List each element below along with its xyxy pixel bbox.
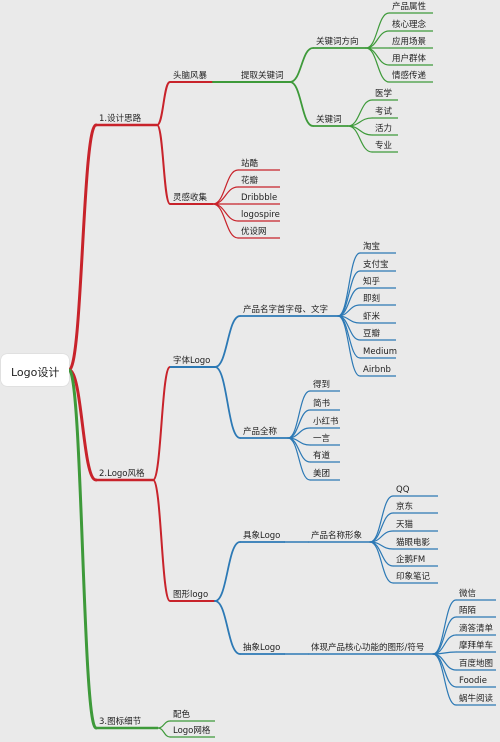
direction-node[interactable]: 关键词方向 — [316, 37, 359, 47]
symbol-item[interactable]: 摩拜单车 — [459, 641, 494, 651]
root-node[interactable] — [1, 354, 69, 386]
direction-connector — [365, 30, 390, 49]
fullname-item[interactable]: 得到 — [313, 380, 331, 390]
symbol-item[interactable]: 蜗牛阅读 — [459, 694, 494, 704]
symbol-connector — [432, 599, 457, 655]
fullname-item[interactable]: 美团 — [313, 469, 331, 479]
initials-node[interactable]: 产品名字首字母、文字 — [243, 305, 329, 315]
symbol-item[interactable]: 微信 — [459, 589, 477, 599]
inspiration-item[interactable]: 花瓣 — [241, 176, 259, 186]
direction-connector — [365, 47, 390, 83]
inspiration-node[interactable]: 灵感收集 — [173, 193, 208, 203]
root-label: Logo设计 — [11, 366, 60, 379]
symbol-item[interactable]: Foodie — [459, 676, 487, 686]
initials-item[interactable]: Medium — [363, 347, 397, 357]
fullname-item[interactable]: 小红书 — [313, 417, 339, 427]
initials-connector — [337, 315, 361, 377]
fullname-connector — [287, 437, 311, 481]
initials-item[interactable]: 知乎 — [363, 277, 381, 287]
keywords-item[interactable]: 医学 — [375, 89, 393, 99]
details-connector — [157, 720, 171, 729]
symbol-item[interactable]: 陌陌 — [459, 606, 477, 616]
keywords-item[interactable]: 活力 — [375, 124, 393, 134]
symbol-connector — [432, 653, 457, 706]
initials-item[interactable]: 即刻 — [363, 294, 381, 304]
branch-3-connector — [67, 368, 98, 730]
font-connector — [152, 366, 171, 481]
direction-item[interactable]: 情感传递 — [392, 71, 427, 81]
direction-item[interactable]: 用户群体 — [392, 54, 427, 64]
fullname-item[interactable]: 简书 — [313, 399, 331, 409]
symbol-connector — [432, 616, 457, 655]
abstract-connector — [214, 600, 241, 655]
inspiration-connector — [212, 203, 239, 239]
symbol-item[interactable]: 滴答清单 — [459, 624, 494, 634]
symbol-node[interactable]: 体现产品核心功能的图形/符号 — [311, 643, 425, 653]
initials-connector — [214, 315, 241, 368]
inspiration-connector — [212, 203, 239, 222]
storm-node[interactable]: 头脑风暴 — [173, 71, 208, 81]
fullname-connector — [214, 366, 241, 439]
initials-connector — [337, 270, 361, 317]
graphic-connector — [152, 479, 171, 602]
shape-node[interactable]: 产品名称形象 — [311, 531, 363, 541]
initials-item[interactable]: Airbnb — [363, 365, 391, 375]
font-node[interactable]: 字体Logo — [173, 356, 211, 366]
branch-1-label[interactable]: 1.设计思路 — [99, 114, 142, 124]
details-item[interactable]: Logo网格 — [173, 726, 211, 736]
shape-item[interactable]: 京东 — [396, 502, 414, 512]
direction-item[interactable]: 应用场景 — [392, 37, 427, 47]
keywords-connector — [289, 81, 314, 127]
inspiration-item[interactable]: Dribbble — [241, 193, 278, 203]
direction-item[interactable]: 核心理念 — [392, 20, 427, 30]
abstract-node[interactable]: 抽象Logo — [243, 643, 281, 653]
shape-item[interactable]: 猫眼电影 — [396, 538, 431, 548]
fullname-item[interactable]: 有道 — [313, 451, 331, 461]
branch-2-label[interactable]: 2.Logo风格 — [99, 469, 145, 479]
keywords-item[interactable]: 考试 — [375, 107, 393, 117]
shape-item[interactable]: QQ — [396, 485, 410, 495]
direction-connector — [289, 47, 314, 83]
shape-item[interactable]: 印象笔记 — [396, 572, 431, 582]
direction-connector — [365, 47, 390, 66]
inspiration-item[interactable]: 优设网 — [241, 227, 267, 237]
keywords-connector — [347, 125, 373, 153]
inspiration-connector — [212, 169, 239, 205]
graphic-node[interactable]: 图形logo — [173, 590, 209, 600]
keywords-node[interactable]: 关键词 — [316, 115, 342, 125]
inspiration-connector — [156, 124, 171, 205]
extract-node[interactable]: 提取关键词 — [241, 71, 284, 81]
symbol-item[interactable]: 百度地图 — [459, 659, 494, 669]
inspiration-connector — [212, 186, 239, 205]
branch-2-connector — [67, 368, 98, 482]
fullname-item[interactable]: 一言 — [313, 434, 331, 444]
shape-connector — [369, 541, 394, 584]
symbol-connector — [432, 634, 457, 655]
keywords-item[interactable]: 专业 — [375, 141, 393, 151]
inspiration-item[interactable]: 站酷 — [241, 159, 259, 169]
storm-connector — [156, 81, 171, 126]
shape-item[interactable]: 企鹅FM — [396, 555, 426, 565]
shape-connector — [369, 495, 394, 543]
details-item[interactable]: 配色 — [173, 710, 191, 720]
initials-item[interactable]: 豆瓣 — [363, 329, 381, 339]
direction-connector — [365, 12, 390, 49]
concrete-node[interactable]: 具象Logo — [243, 531, 281, 541]
initials-item[interactable]: 支付宝 — [363, 260, 389, 270]
initials-item[interactable]: 淘宝 — [363, 242, 381, 252]
branch-3-label[interactable]: 3.图标细节 — [99, 717, 142, 727]
concrete-connector — [214, 541, 241, 602]
fullname-connector — [287, 390, 311, 439]
inspiration-item[interactable]: logospire — [241, 210, 280, 220]
initials-item[interactable]: 虾米 — [363, 312, 381, 322]
direction-item[interactable]: 产品属性 — [392, 2, 427, 12]
branch-1-connector — [67, 123, 98, 372]
initials-connector — [337, 252, 361, 317]
details-connector — [157, 727, 171, 738]
shape-item[interactable]: 天猫 — [396, 520, 414, 530]
fullname-node[interactable]: 产品全称 — [243, 427, 278, 437]
